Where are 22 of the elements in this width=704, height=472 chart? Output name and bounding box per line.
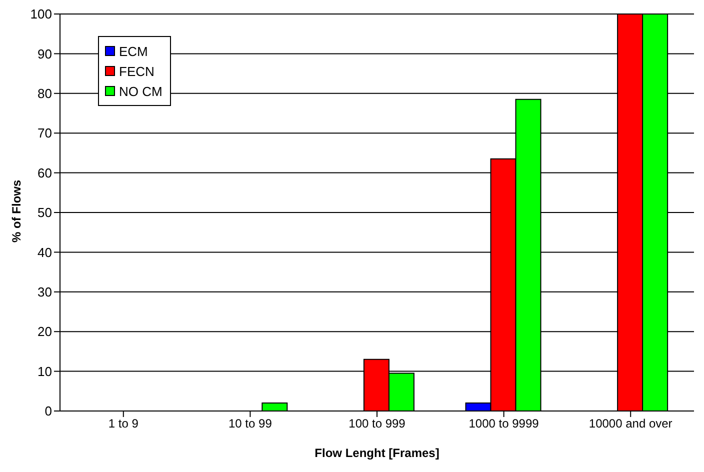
y-tick-label: 0 <box>44 404 52 419</box>
x-tick-label: 100 to 999 <box>348 416 406 431</box>
x-tick-label: 1000 to 9999 <box>468 416 540 431</box>
y-tick-label: 90 <box>38 46 52 62</box>
x-axis-title: Flow Lenght [Frames] <box>314 446 440 460</box>
legend-label: NO CM <box>118 82 162 100</box>
bar <box>262 402 288 411</box>
y-tick-label: 10 <box>38 364 52 379</box>
y-tick-label: 70 <box>38 126 52 141</box>
legend-label: ECM <box>118 42 149 60</box>
y-axis-title: % of Flows <box>9 180 24 242</box>
y-tick-label: 80 <box>38 86 52 102</box>
y-tick-label: 20 <box>38 324 52 340</box>
x-tick-label: 1 to 9 <box>108 416 139 431</box>
legend-label: FECN <box>118 62 156 80</box>
x-tick-label: 10 to 99 <box>228 416 272 431</box>
y-tick-label: 100 <box>30 6 52 22</box>
x-tick-label: 10000 and over <box>588 416 672 431</box>
y-tick-label: 60 <box>38 165 52 180</box>
y-tick-label: 40 <box>38 244 52 260</box>
y-tick-label: 50 <box>38 205 52 220</box>
y-tick-label: 30 <box>38 284 52 300</box>
